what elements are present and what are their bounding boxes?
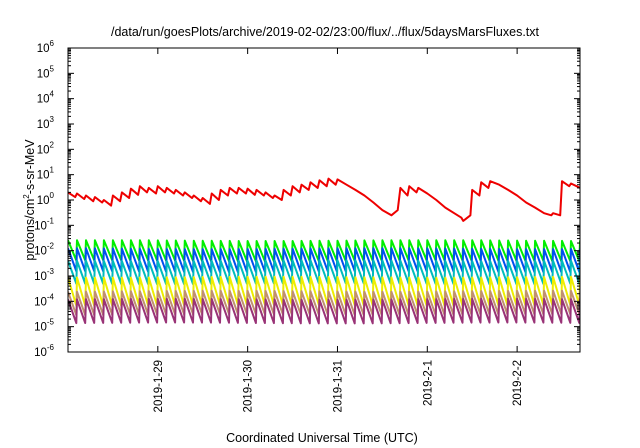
y-axis-label-exponent: 2 — [22, 194, 31, 199]
series-layer — [68, 177, 580, 325]
x-tick-label: 2019-2-1 — [422, 360, 434, 406]
y-tick-label: 105 — [37, 64, 55, 80]
x-tick-label: 2019-1-31 — [332, 360, 344, 412]
x-tick-label: 2019-1-29 — [153, 360, 165, 412]
y-tick-label: 106 — [37, 39, 55, 55]
y-tick-label: 10-1 — [34, 216, 54, 232]
y-axis-label-prefix: protons/cm — [23, 199, 37, 261]
y-tick-label: 10-4 — [34, 292, 54, 308]
series-line-6 — [68, 297, 580, 325]
y-tick-label: 102 — [37, 140, 55, 156]
y-axis-label: protons/cm2-s-sr-MeV — [22, 139, 37, 261]
series-line-0 — [68, 177, 580, 222]
y-tick-label: 10-6 — [34, 343, 54, 359]
x-tick-label: 2019-2-2 — [512, 360, 524, 406]
y-axis-label-suffix: -s-sr-MeV — [23, 139, 37, 195]
y-tick-label: 100 — [37, 191, 55, 207]
x-tick-label: 2019-1-30 — [243, 360, 255, 412]
y-tick-label: 103 — [37, 115, 55, 131]
y-tick-label: 101 — [37, 166, 55, 182]
y-tick-label: 10-3 — [34, 267, 54, 283]
y-tick-label: 104 — [37, 90, 55, 106]
y-tick-label: 10-5 — [34, 318, 54, 334]
chart-title: /data/run/goesPlots/archive/2019-02-02/2… — [111, 25, 540, 39]
axis-layer: 10-6 10-5 10-4 10-3 10-2 10-1 100 101 102 103 104 1… — [34, 39, 580, 412]
x-axis-label: Coordinated Universal Time (UTC) — [226, 431, 418, 445]
y-tick-label: 10-2 — [34, 242, 54, 258]
